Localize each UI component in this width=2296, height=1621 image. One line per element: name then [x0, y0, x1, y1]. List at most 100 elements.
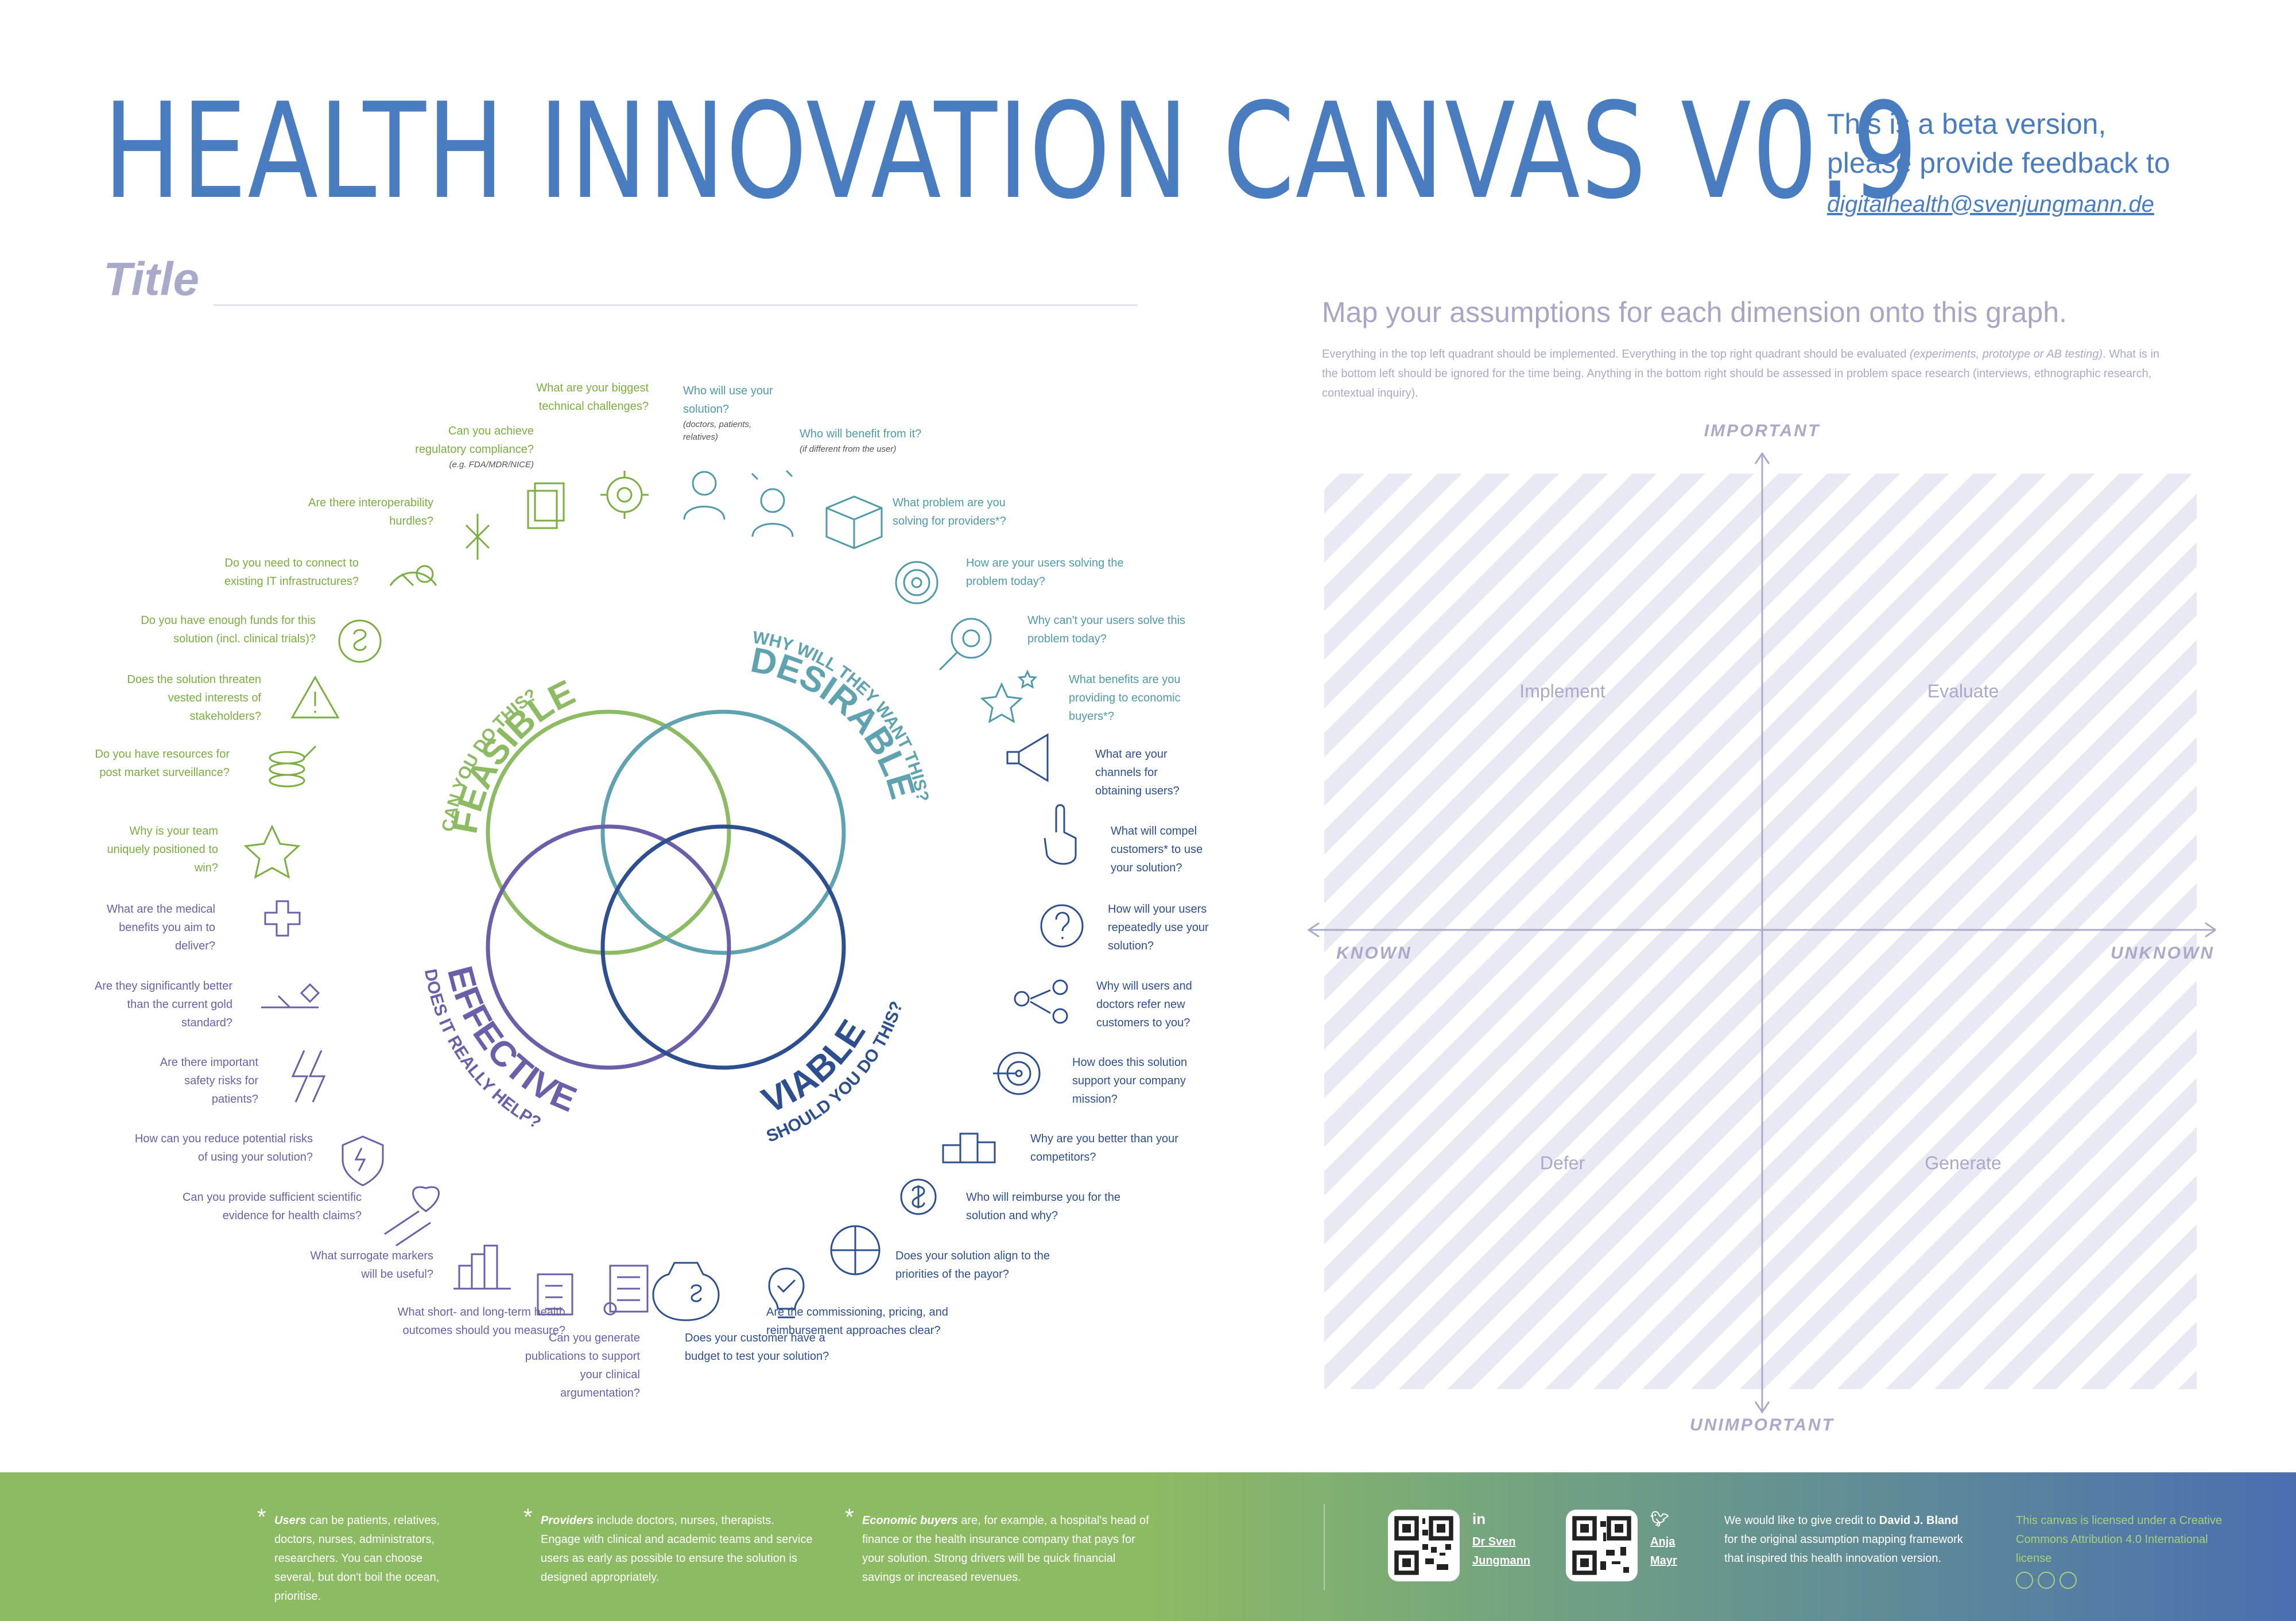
- arrow-up-icon: [1754, 452, 1770, 464]
- assumption-map-graph: IMPORTANT UNIMPORTANT KNOWN UNKNOWN Impl…: [1307, 421, 2217, 1434]
- author-sven-line-2: Jungmann: [1472, 1554, 1531, 1567]
- beta-notice: This is a beta version, please provide f…: [1827, 104, 2170, 224]
- asterisk-icon: *: [845, 1504, 854, 1530]
- user-icon: [683, 471, 726, 520]
- target-icon: [993, 1052, 1041, 1095]
- map-striped-area: [1324, 474, 2197, 1389]
- map-desc-part-1: Everything in the top left quadrant shou…: [1322, 348, 1910, 360]
- stars-icon: [980, 669, 1038, 723]
- question-compel-customers: What will compel customers* to use your …: [1111, 825, 1203, 874]
- axis-label-unknown: UNKNOWN: [2111, 944, 2214, 963]
- plug-icon: [389, 565, 437, 587]
- beta-line-1: This is a beta version,: [1827, 108, 2107, 140]
- coin-stack-icon: [269, 745, 317, 788]
- equal-icon: [2060, 1572, 2077, 1589]
- question-gold-standard: Are they significantly better than the c…: [94, 980, 232, 1029]
- question-vested-interests: Does the solution threaten vested intere…: [127, 673, 262, 723]
- credit-note: We would like to give credit to David J.…: [1724, 1511, 1965, 1568]
- lightning-icon: [291, 1050, 326, 1103]
- question-note: (e.g. FDA/MDR/NICE): [449, 460, 534, 470]
- puzzle-globe-icon: [830, 1225, 881, 1275]
- footnote-term: Users: [274, 1514, 307, 1527]
- dollar-refund-icon: [900, 1178, 937, 1215]
- referral-users-icon: [1014, 979, 1068, 1024]
- question-reduce-risks: How can you reduce potential risks of us…: [134, 1133, 313, 1164]
- lightbulb-check-icon: [768, 1267, 805, 1318]
- license-text: This canvas is licensed under a Creative…: [2016, 1514, 2223, 1565]
- qr-code-icon: [1394, 1516, 1453, 1575]
- map-title: Map your assumptions for each dimension …: [1322, 296, 2067, 328]
- venn-diagram: CAN YOU DO THIS? FEASIBLE WHY WILL THEY …: [243, 470, 1084, 1321]
- question-who-reimburses: Who will reimburse you for the solution …: [966, 1191, 1120, 1222]
- arrow-down-icon: [1754, 1401, 1770, 1414]
- attribution-icon: [2038, 1572, 2055, 1589]
- question-circle-icon: [1040, 904, 1084, 948]
- footnote-text: include doctors, nurses, therapists. Eng…: [541, 1514, 813, 1584]
- question-publications: Can you generate publications to support…: [525, 1332, 640, 1399]
- footer-bar: [0, 1472, 2296, 1621]
- question-who-will-use: Who will use your solution? (doctors, pat…: [683, 382, 781, 444]
- author-sven[interactable]: in Dr Sven Jungmann: [1472, 1510, 1530, 1570]
- question-users-solving-today: How are your users solving the problem t…: [966, 557, 1124, 588]
- page-title: HEALTH INNOVATION CANVAS V0.9: [103, 75, 1919, 228]
- axis-label-known: KNOWN: [1336, 944, 1412, 963]
- author-sven-line-1: Dr Sven: [1472, 1535, 1516, 1548]
- gear-brain-icon: [600, 471, 649, 519]
- footnote-users: * Users can be patients, relatives, docto…: [257, 1506, 464, 1606]
- bar-chart-icon: [453, 1244, 511, 1290]
- quadrant-generate: Generate: [1925, 1153, 2001, 1173]
- linkedin-icon: in: [1472, 1510, 1486, 1527]
- effective-circle: [486, 824, 731, 1070]
- map-desc-part-2: (experiments, prototype or AB testing): [1910, 348, 2103, 360]
- scale-diamond-icon: [261, 983, 320, 1009]
- footnote-text: can be patients, relatives, doctors, nur…: [274, 1514, 440, 1603]
- credit-text-2: for the original assumption mapping fram…: [1724, 1533, 1963, 1565]
- axis-label-important: IMPORTANT: [1704, 421, 1821, 440]
- qr-code-sven[interactable]: [1388, 1510, 1460, 1581]
- question-team-positioned: Why is your team uniquely positioned to …: [107, 825, 218, 874]
- question-health-outcomes: What short- and long-term health outcome…: [397, 1306, 565, 1337]
- footnote-term: Providers: [541, 1514, 594, 1527]
- quadrant-evaluate: Evaluate: [1927, 681, 1999, 701]
- question-technical-challenges: What are your biggest technical challeng…: [536, 382, 649, 413]
- footnote-term: Economic buyers: [862, 1514, 958, 1527]
- title-input-line[interactable]: [214, 304, 1138, 306]
- footnote-economic-buyers: * Economic buyers are, for example, a hos…: [845, 1506, 1155, 1587]
- question-safety-risks: Are there important safety risks for pat…: [160, 1056, 258, 1106]
- question-text: Who will use your solution?: [683, 385, 773, 416]
- qr-code-anja[interactable]: [1566, 1510, 1638, 1581]
- coin-icon: [338, 619, 382, 663]
- feasible-circle: [486, 709, 731, 955]
- author-anja-line-2: Mayr: [1650, 1554, 1677, 1567]
- hand-pointer-icon: [1044, 804, 1077, 865]
- question-commissioning-pricing: Are the commissioning, pricing, and reim…: [766, 1306, 948, 1337]
- footnote-providers: * Providers include doctors, nurses, ther…: [523, 1506, 816, 1587]
- axis-label-unimportant: UNIMPORTANT: [1690, 1416, 1835, 1434]
- asterisk-icon: *: [257, 1504, 266, 1530]
- cube-question-icon: [825, 495, 883, 549]
- question-why-cant-solve: Why can't your users solve this problem …: [1027, 614, 1186, 645]
- viable-circle: [600, 824, 846, 1070]
- credit-name: David J. Bland: [1879, 1514, 1958, 1527]
- question-company-mission: How does this solution support your comp…: [1072, 1056, 1188, 1106]
- footer-divider: [1324, 1504, 1325, 1590]
- question-better-than-competitors: Why are you better than your competitors…: [1030, 1133, 1178, 1164]
- beta-line-2: please provide feedback to: [1827, 147, 2170, 179]
- magnifier-target-icon: [938, 618, 992, 671]
- feedback-email-link[interactable]: digitalhealth@svenjungmann.de: [1827, 192, 2154, 217]
- desirable-circle: [600, 709, 846, 955]
- author-anja-line-1: Anja: [1650, 1535, 1676, 1548]
- assumption-map[interactable]: IMPORTANT UNIMPORTANT KNOWN UNKNOWN Impl…: [1297, 419, 2217, 1452]
- puzzle-arrows-icon: [465, 514, 490, 560]
- quadrant-implement: Implement: [1519, 681, 1605, 701]
- author-anja[interactable]: 🐦︎ Anja Mayr: [1650, 1510, 1677, 1570]
- question-interoperability: Are there interoperability hurdles?: [308, 497, 433, 528]
- publication-mic-icon: [603, 1265, 649, 1316]
- question-note: (doctors, patients, relatives): [683, 420, 752, 442]
- question-surrogate-markers: What surrogate markers will be useful?: [310, 1250, 433, 1281]
- title-field-label: Title: [103, 253, 200, 305]
- beneficiary-icon: [751, 470, 794, 537]
- question-repeated-use: How will your users repeatedly use your …: [1108, 903, 1209, 952]
- podium-icon: [942, 1133, 996, 1164]
- question-payor-priorities: Does your solution align to the prioriti…: [895, 1250, 1050, 1281]
